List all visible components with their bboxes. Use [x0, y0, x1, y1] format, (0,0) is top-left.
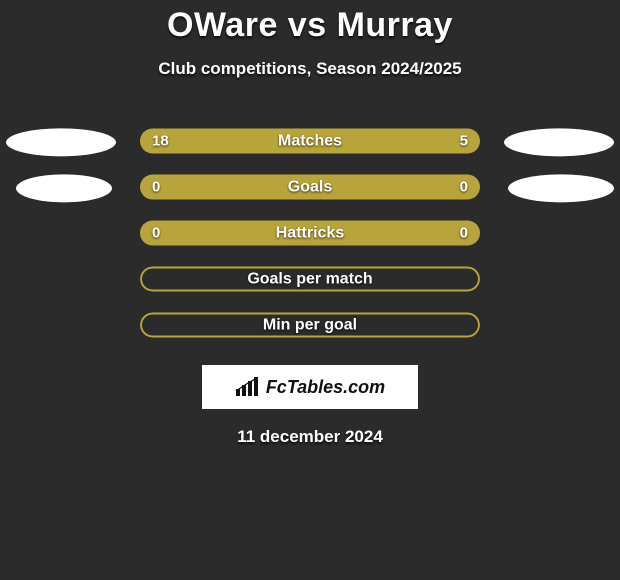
stat-rows: Matches185Goals00Hattricks00Goals per ma…: [0, 121, 620, 351]
comparison-card: OWare vs Murray Club competitions, Seaso…: [0, 0, 620, 580]
bar-chart-icon: [235, 377, 261, 397]
player-left-marker: [16, 174, 112, 202]
stat-value-right: 5: [460, 129, 468, 154]
page-subtitle: Club competitions, Season 2024/2025: [0, 59, 620, 79]
stat-label: Goals: [140, 175, 480, 200]
stat-label: Min per goal: [140, 313, 480, 338]
stat-row: Goals0 0: [0, 167, 620, 213]
stat-row: Min per goal: [0, 305, 620, 351]
date-line: 11 december 2024: [0, 427, 620, 447]
stat-row: Goals per match: [0, 259, 620, 305]
player-left-marker: [6, 128, 116, 156]
stat-bar: Goals0 0: [140, 175, 480, 200]
stat-value-right: 0: [460, 175, 468, 200]
player-right-marker: [508, 174, 614, 202]
page-title: OWare vs Murray: [0, 6, 620, 45]
stat-label: Matches: [140, 129, 480, 154]
stat-label: Goals per match: [140, 267, 480, 292]
stat-value-right: 0: [460, 221, 468, 246]
stat-label: Hattricks: [140, 221, 480, 246]
attribution-logo: FcTables.com: [202, 365, 418, 409]
stat-value-left: 0: [152, 175, 160, 200]
stat-bar: Goals per match: [140, 267, 480, 292]
stat-bar: Min per goal: [140, 313, 480, 338]
attribution-text: FcTables.com: [266, 377, 385, 398]
stat-row: Matches18 5: [0, 121, 620, 167]
stat-bar: Hattricks0 0: [140, 221, 480, 246]
stat-value-left: 0: [152, 221, 160, 246]
stat-bar: Matches18 5: [140, 129, 480, 154]
player-right-marker: [504, 128, 614, 156]
stat-value-left: 18: [152, 129, 169, 154]
stat-row: Hattricks0 0: [0, 213, 620, 259]
